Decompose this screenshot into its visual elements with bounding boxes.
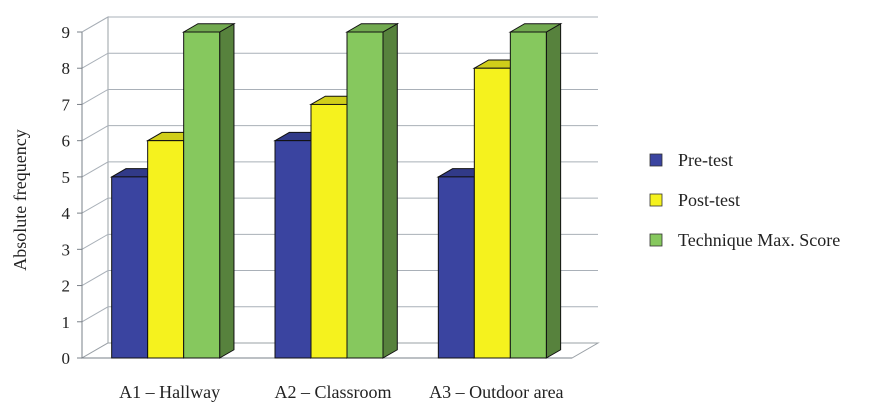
gridline xyxy=(81,233,598,250)
legend-item: Pre-test xyxy=(649,150,733,170)
bar-side xyxy=(219,22,235,359)
gridline xyxy=(81,88,598,105)
bar-front xyxy=(473,67,511,359)
legend: Pre-test Post-test Technique Max. Score xyxy=(649,150,840,250)
bar xyxy=(345,22,400,359)
legend-item: Technique Max. Score xyxy=(649,230,840,250)
x-tick-label: A3 – Outdoor area xyxy=(429,382,563,402)
legend-label: Post-test xyxy=(678,190,740,210)
bar-side xyxy=(382,22,398,359)
legend-swatch xyxy=(649,193,663,207)
bar-front xyxy=(147,140,185,359)
gridline xyxy=(81,16,598,33)
y-tick-label: 9 xyxy=(62,23,71,42)
x-tick-label: A1 – Hallway xyxy=(119,382,220,402)
x-tick-label: A2 – Classroom xyxy=(275,382,392,402)
bar-front xyxy=(437,176,475,359)
y-tick-label: 6 xyxy=(62,132,71,151)
legend-label: Pre-test xyxy=(678,150,733,170)
y-tick-label: 8 xyxy=(62,59,71,78)
legend-swatch xyxy=(649,153,663,167)
bar-front xyxy=(310,103,348,359)
side-wall xyxy=(81,16,109,359)
y-tick-label: 2 xyxy=(62,277,71,296)
bar-front xyxy=(183,31,221,359)
y-tick-label: 0 xyxy=(62,349,71,368)
bars xyxy=(109,22,563,359)
gridline xyxy=(81,161,598,178)
bar-front xyxy=(509,31,547,359)
y-tick-label: 4 xyxy=(62,204,71,223)
gridline xyxy=(81,270,598,286)
gridline xyxy=(81,52,598,69)
gridline xyxy=(81,306,598,323)
y-axis-title: Absolute frequency xyxy=(10,129,30,270)
legend-item: Post-test xyxy=(649,190,740,210)
bar-front xyxy=(346,31,384,359)
y-tick-label: 7 xyxy=(62,95,71,114)
y-tick-label: 3 xyxy=(62,240,71,259)
y-tick-label: 1 xyxy=(62,313,71,332)
legend-swatch xyxy=(649,233,663,247)
bar-front xyxy=(111,176,149,359)
y-tick-label: 5 xyxy=(62,168,71,187)
gridline xyxy=(81,125,598,142)
legend-label: Technique Max. Score xyxy=(678,230,840,250)
bar-side xyxy=(545,22,562,359)
bar xyxy=(508,22,563,359)
labels: 0 1 2 3 4 5 6 7 8 9 A1 – Hallway A2 – Classroom A3 –… xyxy=(62,23,564,402)
bar xyxy=(181,22,236,359)
bar-front xyxy=(274,140,312,359)
gridline xyxy=(81,197,598,214)
